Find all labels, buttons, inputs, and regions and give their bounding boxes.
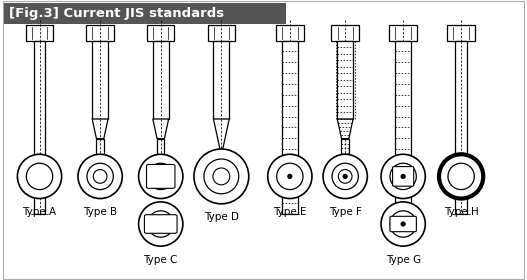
Text: Type A: Type A (23, 207, 56, 217)
Text: Type C: Type C (143, 255, 178, 265)
Polygon shape (208, 25, 235, 41)
Polygon shape (331, 25, 359, 41)
Ellipse shape (401, 221, 406, 227)
Ellipse shape (381, 154, 425, 199)
Ellipse shape (448, 163, 474, 190)
Ellipse shape (390, 211, 416, 237)
Polygon shape (282, 41, 298, 214)
Text: Type E: Type E (273, 207, 307, 217)
Ellipse shape (87, 163, 113, 190)
Ellipse shape (338, 170, 352, 183)
Polygon shape (337, 41, 353, 119)
Ellipse shape (194, 149, 249, 204)
Polygon shape (341, 139, 349, 158)
Text: [Fig.3] Current JIS standards: [Fig.3] Current JIS standards (9, 7, 225, 20)
Ellipse shape (148, 163, 174, 190)
FancyBboxPatch shape (393, 167, 414, 186)
Polygon shape (26, 25, 53, 41)
Ellipse shape (390, 163, 416, 190)
Polygon shape (34, 41, 45, 214)
Ellipse shape (268, 154, 312, 199)
Text: Type D: Type D (204, 212, 239, 222)
Text: Type G: Type G (386, 255, 421, 265)
Ellipse shape (323, 154, 367, 199)
Polygon shape (213, 119, 229, 155)
Ellipse shape (139, 154, 183, 199)
Polygon shape (213, 41, 229, 119)
Ellipse shape (204, 159, 239, 194)
Ellipse shape (26, 163, 53, 190)
FancyBboxPatch shape (144, 215, 177, 233)
Polygon shape (86, 25, 114, 41)
Polygon shape (276, 25, 304, 41)
Ellipse shape (17, 154, 62, 199)
Ellipse shape (148, 211, 174, 237)
Polygon shape (455, 41, 467, 214)
Polygon shape (153, 119, 169, 139)
Polygon shape (147, 25, 174, 41)
Polygon shape (92, 119, 108, 139)
Text: Type B: Type B (83, 207, 117, 217)
Ellipse shape (381, 202, 425, 246)
Ellipse shape (287, 174, 292, 179)
Ellipse shape (93, 170, 107, 183)
Ellipse shape (139, 202, 183, 246)
Polygon shape (153, 41, 169, 119)
Ellipse shape (277, 163, 303, 190)
Ellipse shape (439, 154, 483, 199)
Polygon shape (395, 41, 411, 214)
Ellipse shape (78, 154, 122, 199)
FancyBboxPatch shape (147, 164, 175, 188)
Text: Type F: Type F (329, 207, 362, 217)
FancyBboxPatch shape (390, 216, 416, 232)
Polygon shape (92, 41, 108, 119)
Polygon shape (157, 139, 164, 158)
Ellipse shape (401, 174, 406, 179)
Polygon shape (337, 119, 353, 139)
Ellipse shape (343, 174, 348, 179)
Polygon shape (447, 25, 475, 41)
Ellipse shape (332, 163, 358, 190)
Ellipse shape (213, 168, 230, 185)
Text: Type H: Type H (444, 207, 479, 217)
Polygon shape (389, 25, 417, 41)
FancyBboxPatch shape (4, 3, 286, 24)
Polygon shape (96, 139, 104, 158)
